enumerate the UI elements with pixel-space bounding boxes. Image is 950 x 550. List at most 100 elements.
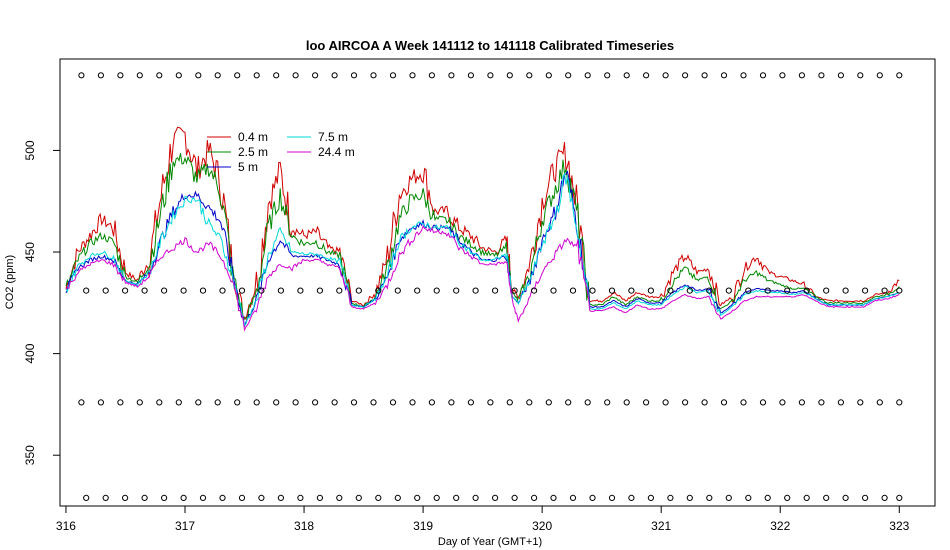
calibration-marker xyxy=(253,72,260,79)
calibration-marker xyxy=(506,72,513,79)
calibration-marker xyxy=(219,287,226,294)
calibration-marker xyxy=(122,494,129,501)
calibration-marker xyxy=(506,399,513,406)
calibration-marker xyxy=(102,494,109,501)
calibration-marker xyxy=(472,287,479,294)
calibration-marker xyxy=(604,72,611,79)
calibration-marker xyxy=(531,287,538,294)
calibration-marker xyxy=(238,287,246,294)
calibration-marker xyxy=(686,494,693,501)
calibration-marker xyxy=(511,494,518,501)
calibration-marker xyxy=(686,287,693,294)
x-tick-label: 318 xyxy=(294,519,314,533)
calibration-marker xyxy=(409,399,416,406)
calibration-marker xyxy=(273,399,280,406)
calibration-marker xyxy=(745,287,752,294)
calibration-marker xyxy=(214,399,221,406)
calibration-marker xyxy=(161,494,168,501)
calibration-marker xyxy=(764,494,771,501)
x-tick-label: 323 xyxy=(889,519,909,533)
calibration-marker xyxy=(623,72,630,79)
calibration-marker xyxy=(643,72,650,79)
calibration-marker xyxy=(180,287,187,294)
calibration-marker xyxy=(83,287,90,294)
calibration-marker xyxy=(759,399,767,406)
legend-label: 5 m xyxy=(238,160,258,174)
calibration-marker xyxy=(312,399,319,406)
calibration-marker xyxy=(662,399,669,406)
calibration-marker xyxy=(453,494,460,501)
calibration-marker xyxy=(643,399,650,406)
calibration-marker xyxy=(175,399,182,406)
calibration-marker xyxy=(277,287,284,294)
calibration-marker xyxy=(389,72,397,79)
calibration-marker xyxy=(277,494,284,501)
calibration-marker xyxy=(545,399,552,406)
calibration-marker xyxy=(784,287,791,294)
x-tick-label: 321 xyxy=(651,519,671,533)
calibration-marker xyxy=(526,399,533,406)
legend-label: 7.5 m xyxy=(318,130,348,144)
calibration-marker xyxy=(97,72,105,79)
calibration-marker xyxy=(667,494,674,501)
calibration-marker xyxy=(803,287,810,294)
calibration-marker xyxy=(881,494,888,501)
calibration-marker xyxy=(584,399,591,406)
calibration-marker xyxy=(467,399,474,406)
calibration-marker xyxy=(798,399,806,406)
calibration-marker xyxy=(219,494,226,501)
calibration-marker xyxy=(156,72,163,79)
calibration-marker xyxy=(292,72,299,79)
calibration-marker xyxy=(720,399,728,406)
calibration-marker xyxy=(156,399,163,406)
calibration-marker xyxy=(234,72,241,79)
calibration-marker xyxy=(336,494,343,501)
chart-title: loo AIRCOA A Week 141112 to 141118 Calib… xyxy=(306,38,674,53)
calibration-marker xyxy=(759,72,767,79)
calibration-marker xyxy=(355,494,362,501)
x-tick-label: 320 xyxy=(532,519,552,533)
calibration-marker xyxy=(764,287,771,294)
x-axis: 316 317 318 319 320 321 322 323 xyxy=(56,505,910,533)
calibration-marker xyxy=(409,72,416,79)
calibration-marker xyxy=(195,399,202,406)
calibration-marker xyxy=(701,399,708,406)
calibration-marker xyxy=(122,287,129,294)
calibration-marker xyxy=(258,494,265,501)
series-line-0-4-m xyxy=(65,126,900,321)
calibration-marker xyxy=(818,399,825,406)
calibration-marker xyxy=(628,494,635,501)
calibration-marker xyxy=(604,399,611,406)
calibration-marker xyxy=(238,494,246,501)
calibration-marker xyxy=(569,287,577,294)
calibration-marker xyxy=(608,287,616,294)
calibration-marker xyxy=(394,494,401,501)
x-tick-label: 322 xyxy=(770,519,790,533)
calibration-marker xyxy=(492,494,499,501)
calibration-marker xyxy=(472,494,479,501)
calibration-marker xyxy=(273,72,280,79)
calibration-marker xyxy=(78,72,85,79)
series-line-5-m xyxy=(65,170,900,328)
calibration-marker xyxy=(857,399,864,406)
calibration-marker xyxy=(896,287,903,294)
calibration-marker xyxy=(428,399,435,406)
calibration-marker xyxy=(798,72,806,79)
calibration-marker xyxy=(667,287,674,294)
calibration-marker xyxy=(682,72,689,79)
calibration-marker xyxy=(375,287,382,294)
calibration-marker xyxy=(896,494,903,501)
y-axis-label: CO2 (ppm) xyxy=(4,255,16,309)
calibration-marker xyxy=(740,72,747,79)
calibration-marker xyxy=(316,287,323,294)
calibration-marker xyxy=(199,287,207,294)
calibration-marker xyxy=(331,72,338,79)
calibration-marker xyxy=(199,494,207,501)
calibration-marker xyxy=(608,494,616,501)
calibration-marker xyxy=(876,72,883,79)
calibration-marker xyxy=(896,399,903,406)
calibration-marker xyxy=(526,72,533,79)
calibration-marker xyxy=(448,72,455,79)
calibration-marker xyxy=(565,72,572,79)
